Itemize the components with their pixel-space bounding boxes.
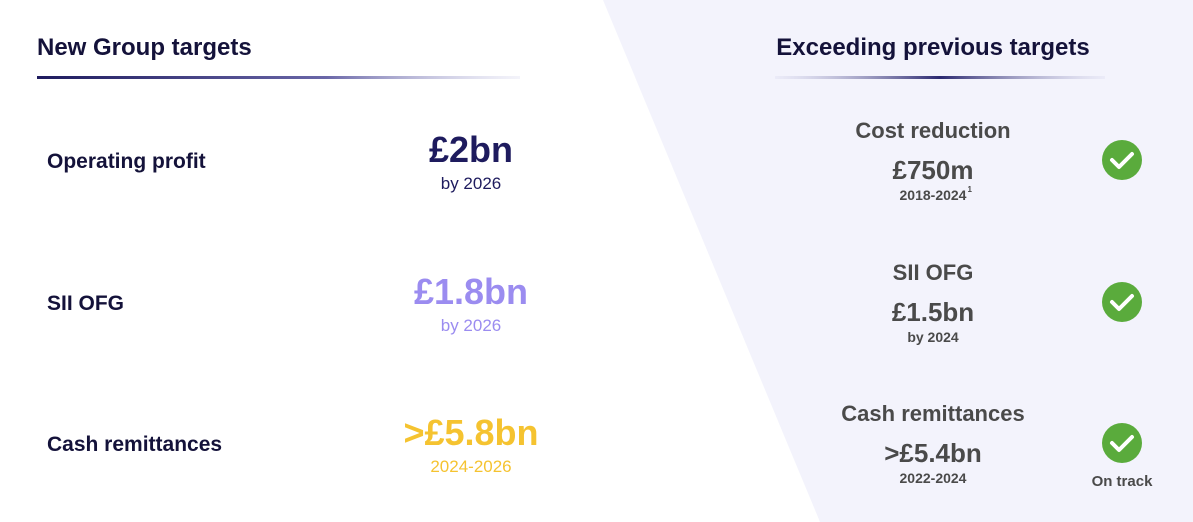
target-value: £2bn bbox=[429, 129, 513, 170]
item-title: Cost reduction bbox=[855, 118, 1010, 143]
target-period: by 2026 bbox=[441, 174, 502, 193]
check-mark bbox=[1110, 294, 1134, 311]
check-mark bbox=[1110, 152, 1134, 169]
row-label: Operating profit bbox=[47, 150, 206, 173]
target-value: >£5.8bn bbox=[403, 412, 538, 453]
item-value: £750m bbox=[893, 155, 974, 185]
item-value: £1.5bn bbox=[892, 297, 974, 327]
item-value: >£5.4bn bbox=[884, 438, 982, 468]
item-period: 2022-2024 bbox=[900, 470, 967, 486]
item-title: Cash remittances bbox=[841, 401, 1024, 426]
right-underline bbox=[775, 76, 1105, 79]
right-panel bbox=[603, 0, 1193, 522]
check-icon bbox=[1102, 140, 1142, 180]
target-value: £1.8bn bbox=[414, 271, 528, 312]
footnote-marker: 1 bbox=[967, 185, 972, 194]
content: Operating profit £2bn by 2026 SII OFG £1.8bn… bbox=[47, 118, 1153, 490]
item-title: SII OFG bbox=[893, 260, 974, 285]
left-title: New Group targets bbox=[37, 34, 252, 61]
target-period: by 2026 bbox=[441, 316, 502, 335]
left-underline bbox=[37, 76, 520, 79]
row-label: SII OFG bbox=[47, 292, 124, 315]
row-label: Cash remittances bbox=[47, 433, 222, 456]
target-period: 2024-2026 bbox=[430, 457, 511, 476]
item-period: 2018-2024 bbox=[900, 187, 967, 203]
check-icon bbox=[1102, 423, 1142, 463]
item-period: by 2024 bbox=[907, 329, 959, 345]
status-note: On track bbox=[1092, 473, 1154, 490]
check-mark bbox=[1110, 435, 1134, 452]
right-title: Exceeding previous targets bbox=[776, 34, 1089, 61]
check-icon bbox=[1102, 282, 1142, 322]
